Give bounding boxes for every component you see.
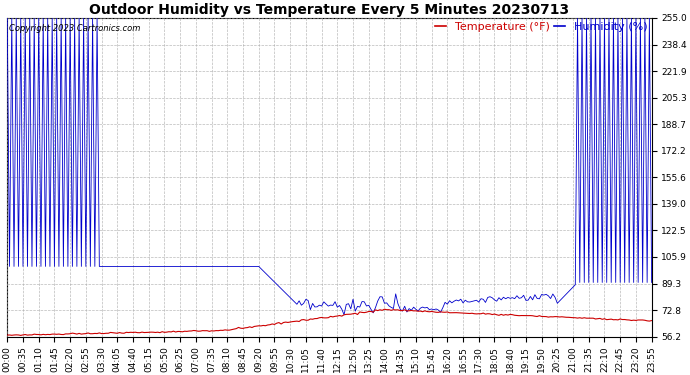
Title: Outdoor Humidity vs Temperature Every 5 Minutes 20230713: Outdoor Humidity vs Temperature Every 5 …: [90, 3, 569, 17]
Text: Copyright 2023 Cartronics.com: Copyright 2023 Cartronics.com: [9, 24, 141, 33]
Legend: Temperature (°F), Humidity (%): Temperature (°F), Humidity (%): [431, 18, 651, 37]
